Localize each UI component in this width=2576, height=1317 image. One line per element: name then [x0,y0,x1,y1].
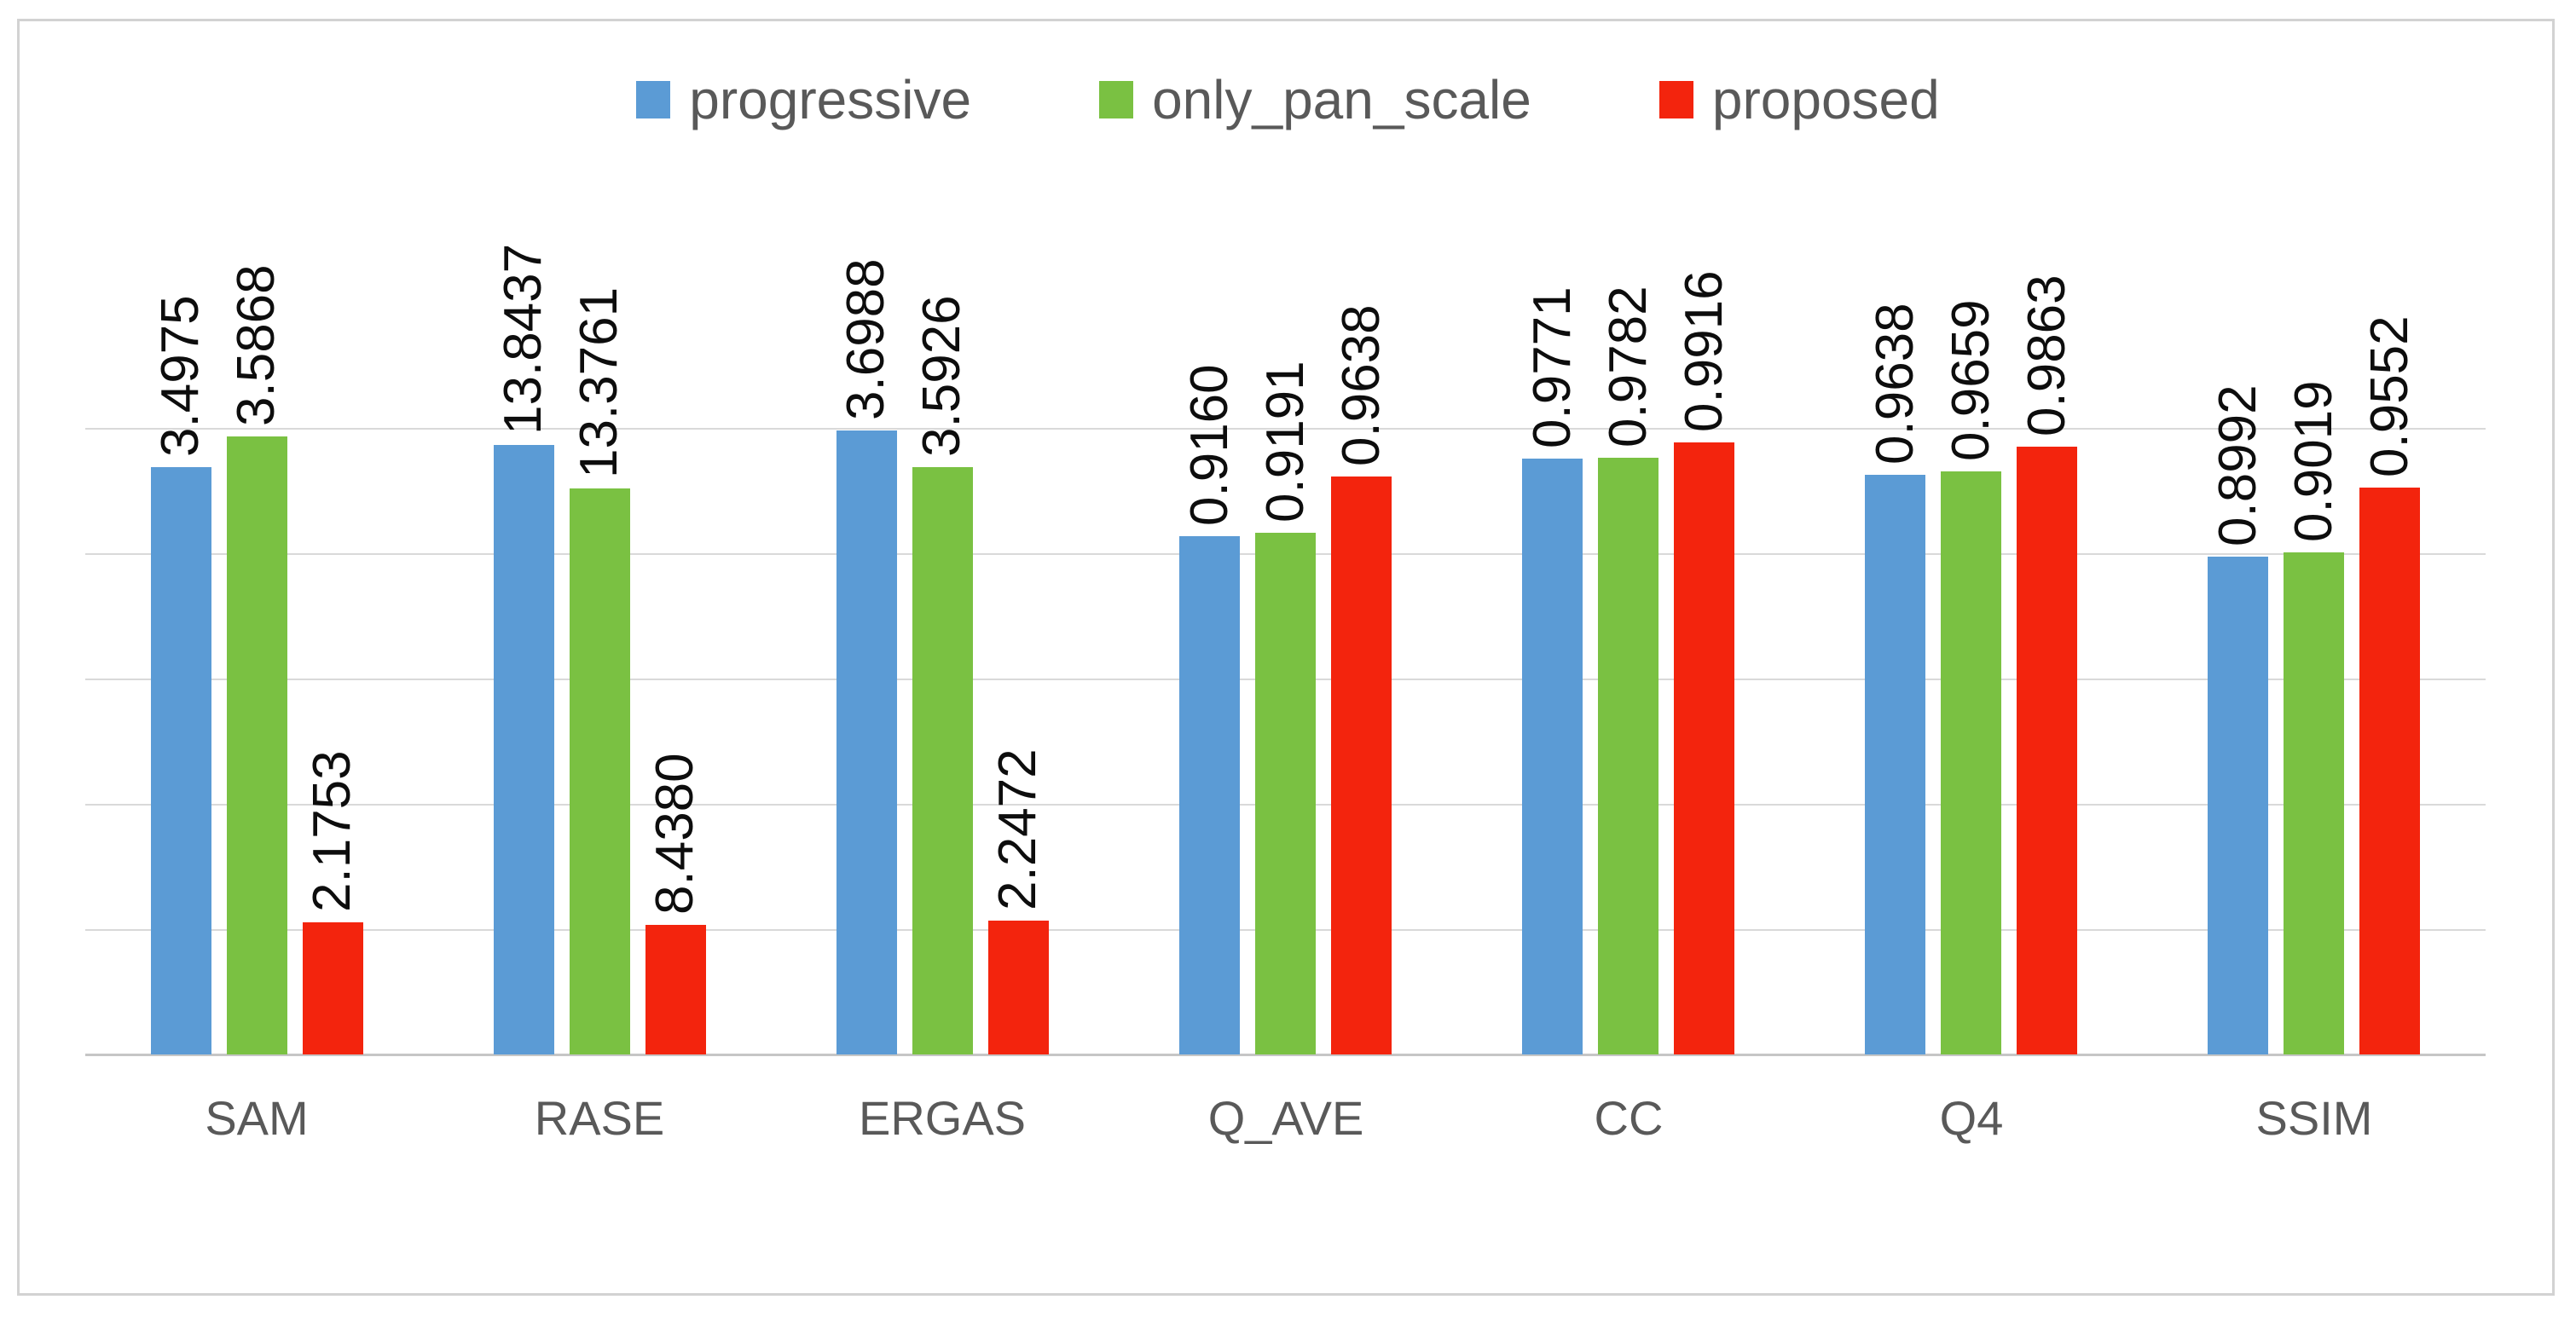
bar-progressive-RASE [494,445,554,1054]
bar-only_pan_scale-Q_AVE [1255,533,1316,1054]
bar-only_pan_scale-ERGAS [912,467,973,1054]
data-label-proposed-RASE: 8.4380 [645,753,704,915]
data-label-only_pan_scale-RASE: 13.3761 [570,286,628,478]
data-label-proposed-SSIM: 0.9552 [2360,315,2419,477]
bar-progressive-Q4 [1865,475,1925,1054]
legend-swatch-proposed [1658,81,1693,118]
bar-only_pan_scale-RASE [570,488,630,1054]
category-label-Q_AVE: Q_AVE [1207,1091,1364,1145]
category-label-RASE: RASE [534,1091,665,1145]
category-label-ERGAS: ERGAS [858,1091,1027,1145]
data-label-proposed-ERGAS: 2.2472 [988,748,1047,910]
legend-item-progressive: progressive [636,72,971,127]
bar-proposed-SSIM [2359,488,2420,1054]
bar-only_pan_scale-CC [1598,458,1658,1054]
gridline-0 [85,428,2486,430]
category-label-SSIM: SSIM [2255,1091,2373,1145]
data-label-proposed-Q4: 0.9863 [2017,274,2076,436]
data-label-proposed-CC: 0.9916 [1675,270,1734,432]
bar-progressive-ERGAS [836,430,897,1054]
data-label-only_pan_scale-CC: 0.9782 [1599,286,1658,448]
data-label-only_pan_scale-Q_AVE: 0.9191 [1256,361,1315,523]
category-label-CC: CC [1594,1091,1664,1145]
bar-only_pan_scale-SSIM [2284,552,2344,1054]
bar-proposed-Q4 [2017,447,2077,1054]
data-label-progressive-ERGAS: 3.6988 [836,258,895,420]
legend-item-proposed: proposed [1658,69,1940,130]
data-label-progressive-SAM: 3.4975 [151,295,210,457]
legend-swatch-progressive [636,81,671,118]
bar-proposed-SAM [303,922,363,1054]
category-label-SAM: SAM [205,1091,309,1145]
data-label-only_pan_scale-ERGAS: 3.5926 [912,295,971,457]
category-label-Q4: Q4 [1939,1091,2004,1145]
bar-only_pan_scale-SAM [227,436,287,1054]
legend-label-progressive: progressive [689,69,972,130]
data-label-progressive-Q4: 0.9638 [1866,303,1925,465]
bar-progressive-SAM [151,467,211,1054]
legend-swatch-only-pan-scale [1099,81,1134,118]
data-label-progressive-SSIM: 0.8992 [2208,384,2267,546]
data-label-proposed-SAM: 2.1753 [303,750,362,912]
data-label-progressive-RASE: 13.8437 [494,243,553,435]
bar-proposed-RASE [645,925,706,1054]
chart-legend: progressive only_pan_scale proposed [0,61,2576,138]
bar-progressive-Q_AVE [1179,536,1240,1054]
data-label-progressive-Q_AVE: 0.9160 [1180,364,1239,526]
data-label-only_pan_scale-Q4: 0.9659 [1942,299,2000,461]
bar-proposed-ERGAS [988,921,1049,1054]
data-label-only_pan_scale-SAM: 3.5868 [227,264,286,426]
bar-progressive-CC [1522,459,1583,1054]
bar-progressive-SSIM [2208,557,2268,1054]
legend-label-only-pan-scale: only_pan_scale [1152,69,1531,130]
data-label-only_pan_scale-SSIM: 0.9019 [2284,380,2343,542]
legend-label-proposed: proposed [1711,69,1940,130]
bar-proposed-CC [1674,442,1734,1054]
legend-item-only-pan-scale: only_pan_scale [1099,72,1531,127]
bar-proposed-Q_AVE [1331,477,1392,1054]
bar-only_pan_scale-Q4 [1941,471,2001,1054]
data-label-progressive-CC: 0.9771 [1523,286,1582,448]
data-label-proposed-Q_AVE: 0.9638 [1332,304,1391,466]
x-axis-line [85,1054,2486,1056]
